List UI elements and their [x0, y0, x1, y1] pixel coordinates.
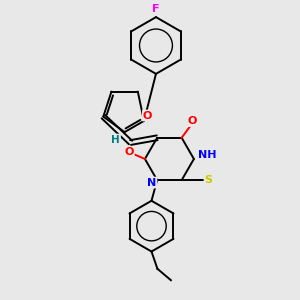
Text: F: F — [152, 4, 160, 14]
Text: O: O — [124, 147, 134, 157]
Text: O: O — [143, 110, 152, 121]
Text: NH: NH — [198, 150, 217, 161]
Text: N: N — [147, 178, 156, 188]
Text: S: S — [205, 175, 212, 185]
Text: O: O — [188, 116, 197, 126]
Text: H: H — [111, 134, 120, 145]
